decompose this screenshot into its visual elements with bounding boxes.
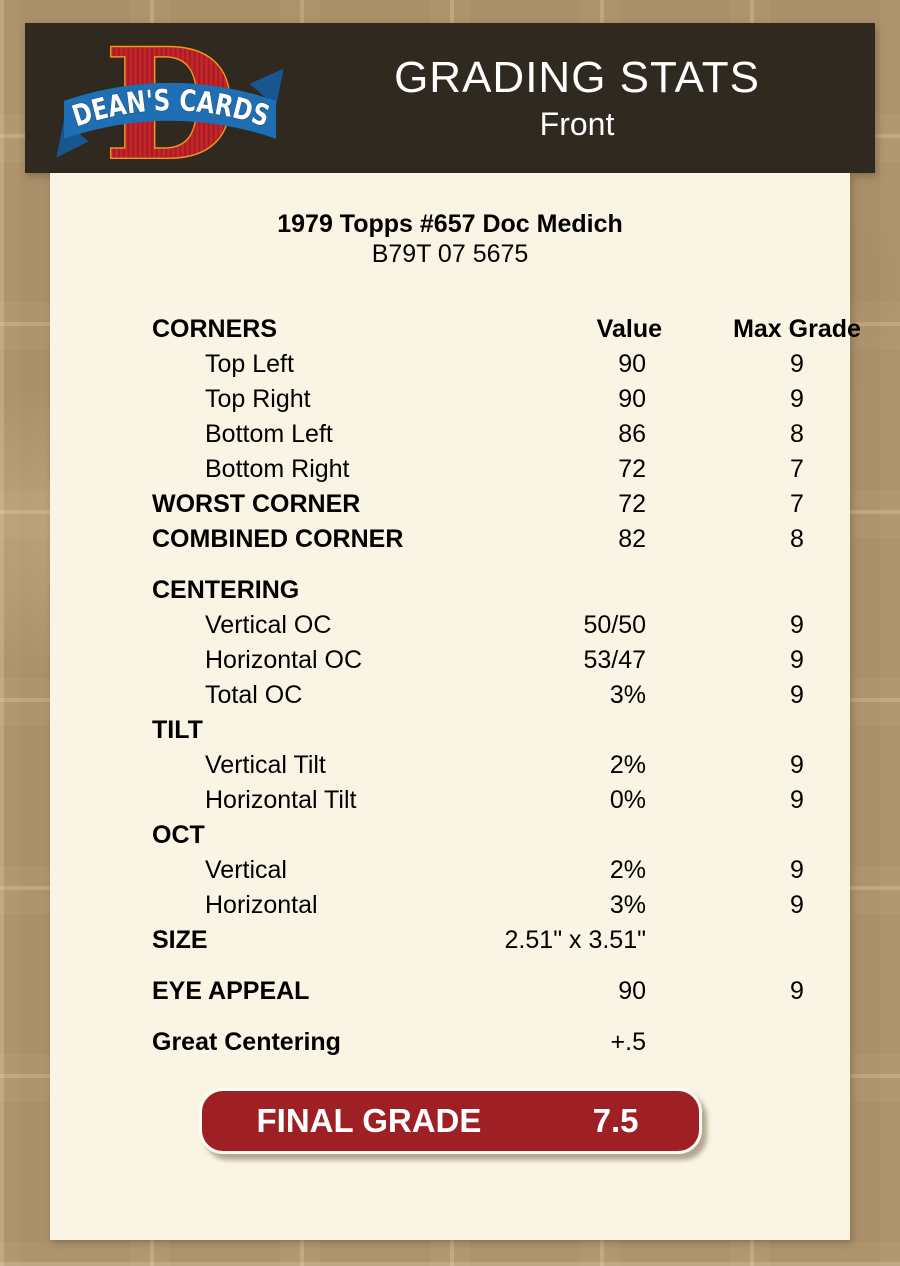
table-row: Horizontal OC 53/47 9 — [50, 643, 850, 678]
table-cell-label: COMBINED CORNER — [152, 525, 404, 553]
table-row: Great Centering +.5 — [50, 1025, 850, 1060]
table-cell-max: 9 — [790, 350, 804, 378]
table-row: Horizontal 3% 9 — [50, 888, 850, 923]
table-cell-max: 9 — [790, 977, 804, 1005]
table-row: EYE APPEAL 90 9 — [50, 974, 850, 1009]
table-row: Vertical OC 50/50 9 — [50, 608, 850, 643]
table-row: Bottom Left 86 8 — [50, 417, 850, 452]
page-title: GRADING STATS — [394, 53, 760, 102]
table-cell-label: Great Centering — [152, 1028, 341, 1056]
table-row: Vertical Tilt 2% 9 — [50, 748, 850, 783]
table-row: COMBINED CORNER 82 8 — [50, 522, 850, 557]
table-cell-max — [722, 713, 872, 748]
table-cell-max — [722, 818, 872, 853]
table-cell-label: Vertical OC — [205, 611, 332, 639]
logo-ribbon-tail-right — [249, 68, 284, 107]
table-cell-label: TILT — [152, 716, 203, 744]
table-spacer — [50, 1009, 850, 1025]
table-cell-value — [476, 713, 646, 748]
table-cell-value: 86 — [618, 420, 646, 448]
table-cell-max — [722, 923, 872, 958]
table-cell-label: OCT — [152, 821, 205, 849]
table-cell-value: 82 — [618, 525, 646, 553]
table-cell-label: WORST CORNER — [152, 490, 361, 518]
table-row: Vertical 2% 9 — [50, 853, 850, 888]
table-row: CENTERING — [50, 573, 850, 608]
table-cell-max: 9 — [790, 856, 804, 884]
table-cell-value: 72 — [618, 490, 646, 518]
table-cell-value: 2% — [609, 856, 646, 884]
table-cell-label: Top Right — [205, 385, 311, 413]
table-cell-label: Horizontal Tilt — [205, 786, 357, 814]
table-cell-max: 8 — [790, 525, 804, 553]
table-cell-max: 9 — [790, 611, 804, 639]
table-cell-label: SIZE — [152, 926, 208, 954]
table-cell-value — [476, 818, 646, 853]
table-row: Horizontal Tilt 0% 9 — [50, 783, 850, 818]
table-cell-max: 9 — [790, 681, 804, 709]
table-row: WORST CORNER 72 7 — [50, 487, 850, 522]
table-cell-label: Bottom Left — [205, 420, 333, 448]
table-cell-max — [722, 573, 872, 608]
final-grade-label: FINAL GRADE — [256, 1102, 482, 1139]
logo-ribbon-banner — [63, 82, 277, 139]
table-cell-value: 2.51" x 3.51" — [504, 926, 646, 954]
table-cell-value — [476, 573, 646, 608]
table-row: Top Left 90 9 — [50, 347, 850, 382]
table-header-row: CORNERS Value Max Grade — [50, 312, 861, 347]
table-cell-label: Bottom Right — [205, 455, 350, 483]
column-header-value: Value — [596, 315, 662, 343]
table-cell-value: 50/50 — [583, 611, 646, 639]
table-cell-label: Vertical — [205, 856, 287, 884]
table-cell-max: 9 — [790, 385, 804, 413]
table-rows: Top Left 90 9 Top Right 90 9 Bottom Left 86 8 Bot… — [50, 347, 850, 1060]
table-cell-label: Vertical Tilt — [205, 751, 326, 779]
table-spacer — [50, 958, 850, 974]
table-cell-max: 9 — [790, 786, 804, 814]
table-row: Total OC 3% 9 — [50, 678, 850, 713]
table-row: Bottom Right 72 7 — [50, 452, 850, 487]
table-cell-value: 90 — [618, 385, 646, 413]
table-cell-max: 7 — [790, 455, 804, 483]
table-spacer — [50, 557, 850, 573]
table-row: Top Right 90 9 — [50, 382, 850, 417]
table-cell-value: 90 — [618, 350, 646, 378]
table-cell-label: Top Left — [205, 350, 294, 378]
table-cell-value: 2% — [609, 751, 646, 779]
table-row: SIZE 2.51" x 3.51" — [50, 923, 850, 958]
table-cell-max: 8 — [790, 420, 804, 448]
table-cell-label: CENTERING — [152, 576, 300, 604]
card-title: 1979 Topps #657 Doc Medich — [277, 210, 623, 238]
card-serial-number: B79T 07 5675 — [371, 240, 529, 268]
table-cell-value: 3% — [609, 891, 646, 919]
table-cell-value: 53/47 — [583, 646, 646, 674]
column-header-max-grade: Max Grade — [733, 315, 861, 343]
table-cell-label: Total OC — [205, 681, 303, 709]
table-cell-max: 9 — [790, 751, 804, 779]
header-titles: GRADING STATS Front — [289, 52, 875, 144]
table-cell-label: Horizontal OC — [205, 646, 362, 674]
table-cell-value: 90 — [618, 977, 646, 1005]
grading-panel: 1979 Topps #657 Doc Medich B79T 07 5675 … — [50, 173, 861, 1240]
grading-stats-table: CORNERS Value Max Grade Top Left 90 9 Top R… — [50, 312, 861, 1060]
table-cell-label: EYE APPEAL — [152, 977, 310, 1005]
table-cell-value: 72 — [618, 455, 646, 483]
table-cell-value: +.5 — [610, 1028, 646, 1056]
column-header-corners: CORNERS — [152, 315, 278, 343]
page-subtitle: Front — [539, 106, 615, 142]
final-grade-value: 7.5 — [592, 1102, 639, 1139]
table-row: OCT — [50, 818, 850, 853]
table-cell-max — [722, 1025, 872, 1060]
table-cell-label: Horizontal — [205, 891, 318, 919]
final-grade-button[interactable]: FINAL GRADE 7.5 — [198, 1088, 702, 1154]
table-cell-max: 7 — [790, 490, 804, 518]
table-cell-max: 9 — [790, 891, 804, 919]
table-cell-value: 3% — [609, 681, 646, 709]
header-bar: D DEAN'S CARDS GRADING STATS Front — [25, 23, 875, 173]
table-cell-value: 0% — [609, 786, 646, 814]
deans-cards-logo[interactable]: D DEAN'S CARDS — [51, 27, 289, 169]
table-row: TILT — [50, 713, 850, 748]
table-cell-max: 9 — [790, 646, 804, 674]
